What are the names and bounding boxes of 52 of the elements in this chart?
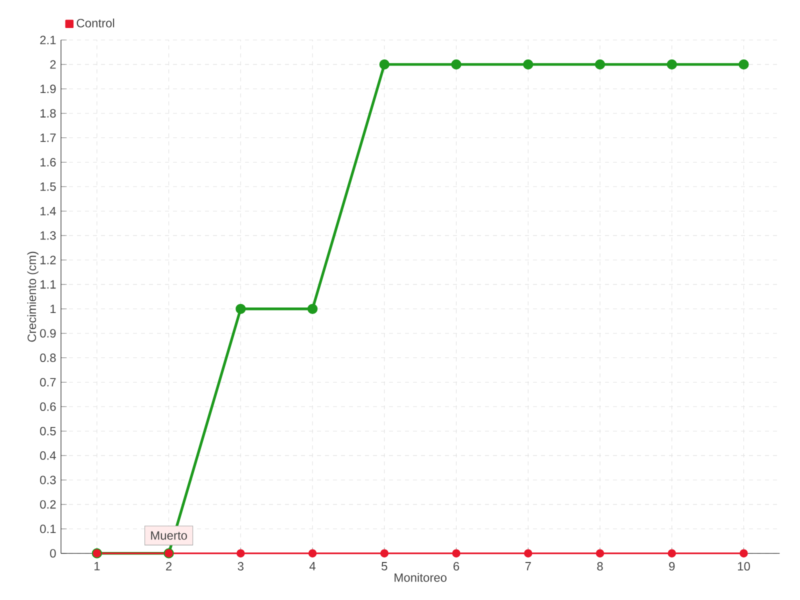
y-tick-label: 0.6 bbox=[40, 402, 56, 411]
annotation: Muerto bbox=[151, 531, 187, 540]
point bbox=[451, 59, 462, 70]
x-tick-label: 10 bbox=[738, 562, 750, 571]
y-tick-label: 0.8 bbox=[40, 354, 56, 362]
y-tick-label: 1.5 bbox=[40, 182, 56, 191]
y-tick-label: 1 bbox=[50, 304, 56, 314]
y-tick-label: 1.2 bbox=[40, 256, 56, 264]
y-tick-label: 0.1 bbox=[40, 524, 56, 534]
point bbox=[666, 59, 677, 70]
point bbox=[738, 59, 749, 70]
point bbox=[308, 549, 317, 558]
point bbox=[524, 549, 532, 558]
point bbox=[596, 549, 604, 558]
y-tick-label: 0.7 bbox=[40, 378, 56, 386]
y-tick-label: 2.1 bbox=[40, 36, 56, 44]
point bbox=[307, 304, 318, 314]
point bbox=[668, 549, 676, 558]
x-tick-label: 2 bbox=[166, 562, 172, 570]
y-tick-label: 1.6 bbox=[40, 158, 56, 166]
x-tick-label: 9 bbox=[669, 562, 675, 571]
point bbox=[740, 549, 748, 558]
legend-label: Control bbox=[76, 18, 114, 28]
y-tick-label: 0.4 bbox=[40, 451, 56, 460]
point bbox=[452, 549, 460, 558]
x-tick-label: 1 bbox=[94, 562, 100, 570]
point bbox=[523, 59, 534, 70]
y-axis-title: Crecimiento (cm) bbox=[27, 252, 38, 342]
y-tick-label: 1.3 bbox=[40, 231, 56, 240]
x-tick-label: 8 bbox=[597, 562, 603, 571]
point bbox=[236, 304, 246, 314]
y-tick-label: 1.8 bbox=[40, 109, 56, 118]
y-tick-label: 1.7 bbox=[40, 134, 56, 142]
point bbox=[380, 549, 389, 558]
y-tick-label: 0.9 bbox=[40, 329, 56, 338]
point bbox=[594, 59, 606, 70]
point bbox=[236, 549, 245, 558]
y-tick-label: 0.2 bbox=[40, 500, 56, 509]
point bbox=[379, 59, 390, 70]
x-tick-label: 5 bbox=[382, 562, 388, 570]
x-tick-label: 3 bbox=[238, 562, 244, 571]
y-tick-label: 1.9 bbox=[40, 84, 56, 94]
y-tick-label: 0.5 bbox=[40, 426, 56, 436]
y-tick-label: 2 bbox=[50, 60, 56, 69]
x-tick-label: 6 bbox=[454, 562, 460, 571]
y-tick-label: 1.4 bbox=[40, 206, 56, 216]
y-tick-label: 0.3 bbox=[40, 476, 56, 484]
y-tick-label: 1.1 bbox=[40, 280, 56, 289]
x-tick-label: 4 bbox=[309, 562, 316, 570]
x-axis-title: Monitoreo bbox=[394, 573, 447, 582]
y-tick-label: 0 bbox=[50, 549, 56, 558]
x-tick-label: 7 bbox=[525, 562, 531, 570]
